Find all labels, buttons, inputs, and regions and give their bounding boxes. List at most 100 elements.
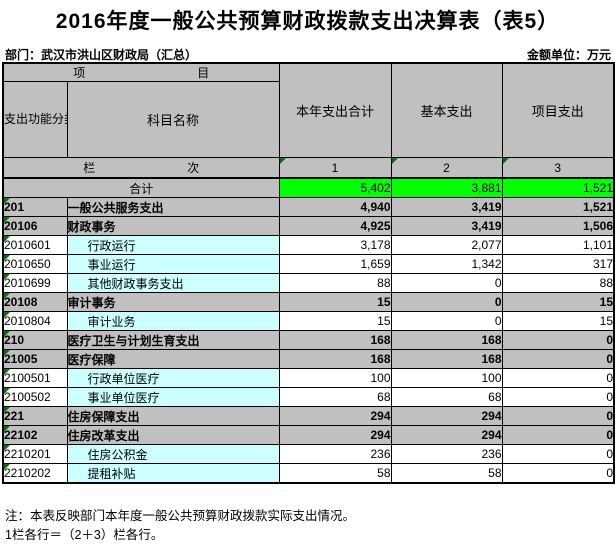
row-value-cell: 3,178	[278, 235, 392, 255]
row-code-cell: 2010650	[2, 254, 68, 274]
row-value-cell: 294	[390, 425, 503, 445]
row-name-cell: 住房保障支出	[66, 406, 280, 426]
row-value-cell: 168	[390, 330, 503, 350]
row-value-cell: 317	[501, 254, 615, 274]
row-value-cell: 88	[278, 273, 392, 293]
row-value-cell: 0	[390, 311, 503, 331]
table-row: 2010804 审计业务 15 0 15	[2, 311, 615, 331]
row-value-cell: 0	[390, 292, 503, 312]
table-row: 2010650 事业运行 1,659 1,342 317	[2, 254, 615, 274]
row-value-cell: 0	[501, 387, 615, 407]
table-row: 21005 医疗保障 168 168 0	[2, 349, 615, 369]
row-value-cell: 15	[501, 311, 615, 331]
row-value-cell: 0	[501, 425, 615, 445]
row-value-cell: 0	[501, 349, 615, 369]
header-main-row: 支出功能分类科目编码 科目名称	[2, 81, 614, 158]
row-value-cell: 236	[278, 444, 392, 464]
header-item-row: 项 目 本年支出合计 基本支出 项目支出	[2, 62, 615, 158]
row-code-cell: 2210201	[2, 444, 68, 464]
row-code-cell: 2010699	[2, 273, 68, 293]
item-label-right: 目	[197, 66, 210, 80]
row-name-cell: 行政运行	[66, 235, 280, 255]
row-value-cell: 0	[501, 368, 615, 388]
code-column-header: 支出功能分类科目编码	[2, 81, 68, 158]
row-code-cell: 2010804	[2, 311, 68, 331]
rank-row: 栏 次 1 2 3	[2, 157, 615, 179]
row-value-cell: 294	[278, 425, 392, 445]
table-row: 2100501 行政单位医疗 100 100 0	[2, 368, 615, 388]
row-value-cell: 15	[278, 292, 392, 312]
unit-label: 金额单位：万元	[526, 48, 611, 62]
row-code-cell: 20106	[2, 216, 68, 236]
row-value-cell: 2,077	[390, 235, 503, 255]
table-row: 22102 住房改革支出 294 294 0	[2, 425, 615, 445]
row-value-cell: 100	[278, 368, 392, 388]
table-row: 20108 审计事务 15 0 15	[2, 292, 615, 312]
table-row: 2010601 行政运行 3,178 2,077 1,101	[2, 235, 615, 255]
row-name-cell: 事业运行	[66, 254, 280, 274]
row-name-cell: 审计业务	[66, 311, 280, 331]
column-number-2: 2	[390, 157, 503, 179]
row-code-cell: 22102	[2, 425, 68, 445]
row-value-cell: 3,419	[390, 197, 503, 217]
row-value-cell: 58	[390, 463, 503, 484]
row-value-cell: 68	[390, 387, 503, 407]
row-value-cell: 1,101	[501, 235, 615, 255]
row-name-cell: 其他财政事务支出	[66, 273, 280, 293]
total-value-cell: 5,402	[278, 177, 392, 198]
row-code-cell: 2210202	[2, 463, 68, 484]
row-code-cell: 2100501	[2, 368, 68, 388]
row-name-cell: 医疗保障	[66, 349, 280, 369]
table-row: 2210201 住房公积金 236 236 0	[2, 444, 615, 464]
row-name-cell: 住房公积金	[66, 444, 280, 464]
row-value-cell: 1,659	[278, 254, 392, 274]
total-value-cell: 1,521	[501, 177, 615, 198]
footnote-line: 注：本表反映部门本年度一般公共预算财政拨款实际支出情况。	[5, 509, 356, 523]
row-value-cell: 1,521	[501, 197, 615, 217]
item-header-cell: 项 目	[2, 62, 280, 82]
row-name-cell: 提租补贴	[66, 463, 280, 484]
footnotes: 注：本表反映部门本年度一般公共预算财政拨款实际支出情况。 1栏各行＝（2＋3）栏…	[5, 507, 355, 545]
name-column-header: 科目名称	[66, 81, 280, 158]
table-row: 210 医疗卫生与计划生育支出 168 168 0	[2, 330, 615, 350]
row-name-cell: 事业单位医疗	[66, 387, 280, 407]
page-title: 2016年度一般公共预算财政拨款支出决算表（表5）	[55, 10, 560, 33]
row-name-cell: 行政单位医疗	[66, 368, 280, 388]
row-value-cell: 100	[390, 368, 503, 388]
table-row: 20106 财政事务 4,925 3,419 1,506	[2, 216, 615, 236]
row-value-cell: 0	[501, 444, 615, 464]
row-value-cell: 168	[390, 349, 503, 369]
row-code-cell: 2010601	[2, 235, 68, 255]
row-code-cell: 221	[2, 406, 68, 426]
table-row: 221 住房保障支出 294 294 0	[2, 406, 615, 426]
table-row: 2210202 提租补贴 58 58 0	[2, 463, 615, 484]
row-value-cell: 15	[278, 311, 392, 331]
row-value-cell: 3,419	[390, 216, 503, 236]
row-value-cell: 4,925	[278, 216, 392, 236]
rank-label-cell: 栏 次	[2, 157, 280, 179]
row-value-cell: 4,940	[278, 197, 392, 217]
row-value-cell: 168	[278, 349, 392, 369]
row-value-cell: 58	[278, 463, 392, 484]
row-code-cell: 2100502	[2, 387, 68, 407]
total-row: 合计 5,402 3,881 1,521	[2, 177, 615, 198]
rank-label-right: 次	[187, 161, 200, 175]
table-row: 2010699 其他财政事务支出 88 0 88	[2, 273, 615, 293]
row-name-cell: 医疗卫生与计划生育支出	[66, 330, 280, 350]
row-value-cell: 68	[278, 387, 392, 407]
column-number-3: 3	[501, 157, 615, 179]
department-label: 部门：武汉市洪山区财政局（汇总）	[5, 48, 198, 62]
col-header-basic: 基本支出	[390, 62, 503, 158]
row-name-cell: 财政事务	[66, 216, 280, 236]
column-number-1: 1	[278, 157, 392, 179]
rank-label-left: 栏	[83, 161, 96, 175]
row-code-cell: 201	[2, 197, 68, 217]
row-code-cell: 20108	[2, 292, 68, 312]
meta-row: 部门：武汉市洪山区财政局（汇总） 金额单位：万元	[5, 46, 611, 63]
table-row: 2100502 事业单位医疗 68 68 0	[2, 387, 615, 407]
row-value-cell: 168	[278, 330, 392, 350]
item-label-left: 项	[73, 66, 86, 80]
row-value-cell: 88	[501, 273, 615, 293]
total-value-cell: 3,881	[390, 177, 503, 198]
col-header-total: 本年支出合计	[278, 62, 392, 158]
